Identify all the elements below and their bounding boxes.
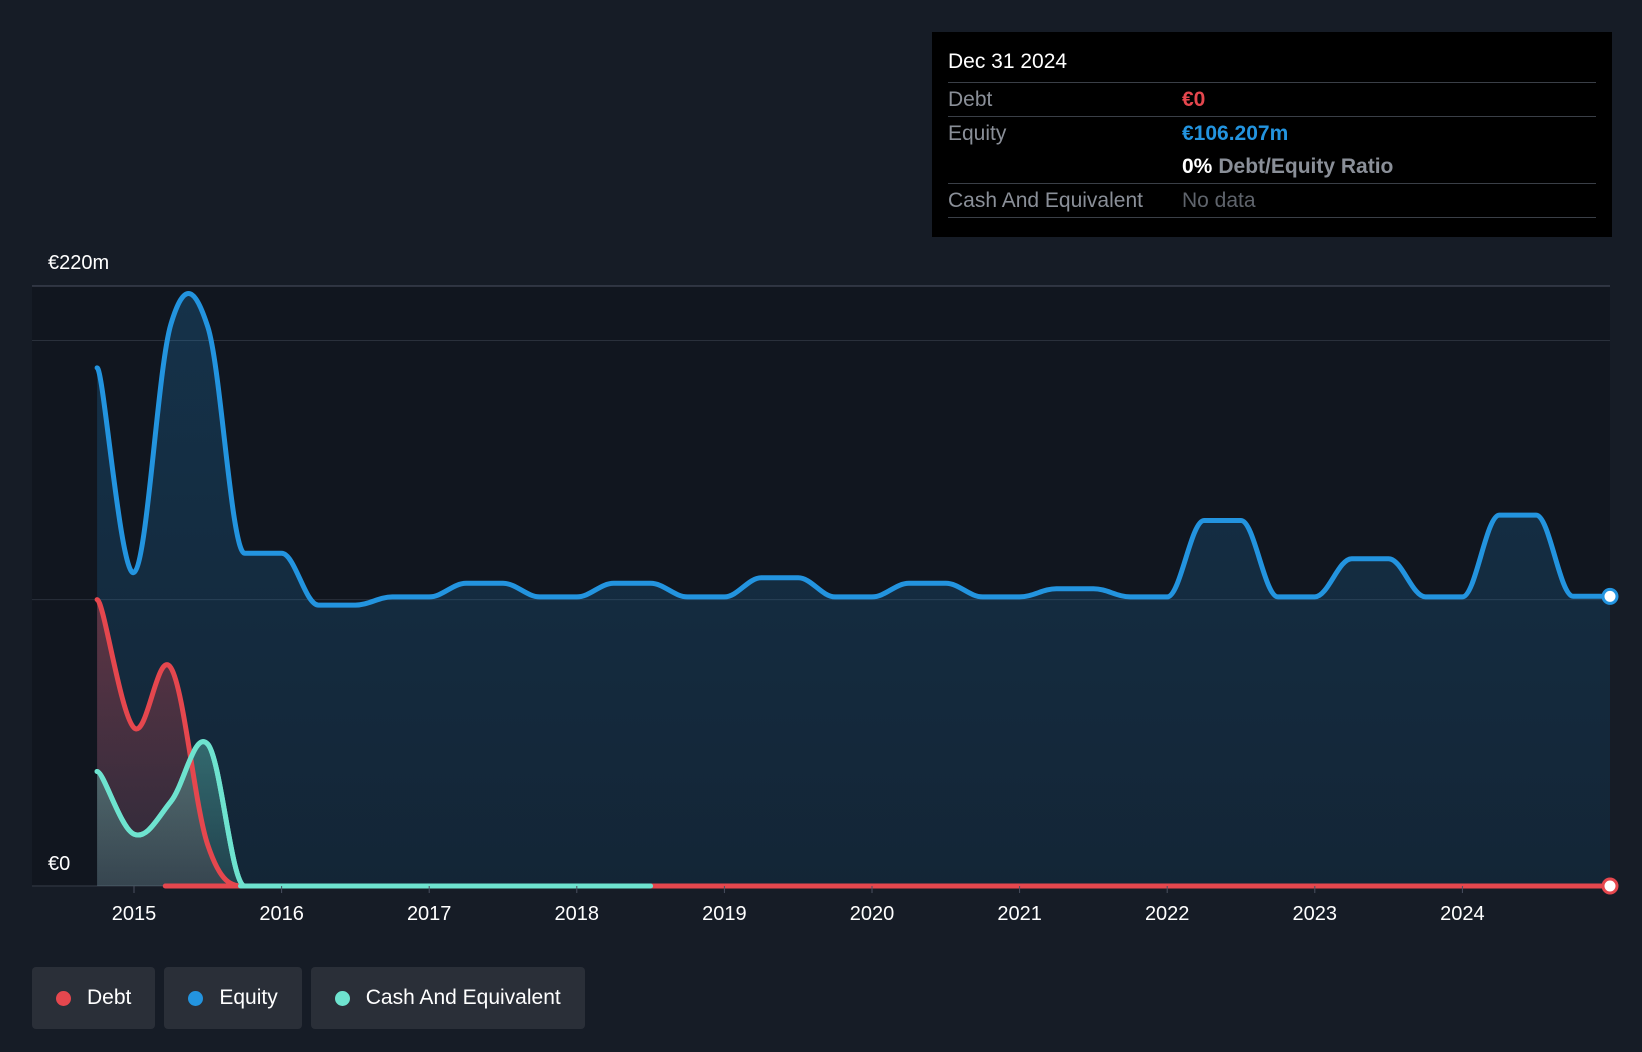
legend-debt-label: Debt (87, 986, 132, 1009)
x-tick-label: 2018 (555, 903, 600, 925)
x-tick-label: 2019 (702, 903, 747, 925)
equity-dot-icon (188, 990, 204, 1006)
equity-area (97, 293, 1611, 886)
tooltip-panel: Dec 31 2024 Debt €0 Equity €106.207m 0% D… (932, 32, 1612, 237)
equity-line (94, 291, 1613, 608)
legend-item-equity[interactable]: Equity (164, 967, 302, 1029)
series-lines (94, 291, 1613, 889)
tooltip-cash-row: Cash And Equivalent No data (948, 184, 1596, 218)
equity-end-point (1601, 587, 1619, 605)
tooltip-ratio-row: 0% Debt/Equity Ratio (948, 150, 1596, 184)
tooltip-equity-value: €106.207m (1182, 122, 1289, 145)
legend: Debt Equity Cash And Equivalent (32, 967, 585, 1029)
tooltip-debt-value: €0 (1182, 88, 1206, 111)
legend-equity-label: Equity (219, 986, 278, 1009)
x-tick-label: 2021 (997, 903, 1042, 925)
x-tick-label: 2022 (1145, 903, 1190, 925)
tooltip-ratio-spacer (948, 150, 1182, 183)
series-areas (97, 293, 1611, 886)
y-max-label: €220m (48, 252, 109, 274)
cash-area (97, 741, 651, 886)
legend-item-cash[interactable]: Cash And Equivalent (310, 967, 585, 1029)
debt-end-point (1601, 877, 1619, 895)
tooltip-ratio-label: Debt/Equity Ratio (1218, 155, 1394, 178)
cash-dot-icon (334, 990, 350, 1006)
tooltip-ratio: 0% Debt/Equity Ratio (1182, 150, 1393, 183)
tooltip-debt-label: Debt (948, 88, 993, 111)
tooltip-debt-row: Debt €0 (948, 83, 1596, 117)
x-tick-label: 2015 (112, 903, 157, 925)
legend-item-debt[interactable]: Debt (32, 967, 156, 1029)
x-axis-ticks: 2015 2016 2017 2018 2019 2020 2021 2022 2023 2024 (112, 886, 1485, 925)
tooltip-cash-value: No data (1182, 189, 1256, 212)
tooltip-cash-label: Cash And Equivalent (948, 189, 1143, 212)
x-tick-label: 2023 (1293, 903, 1338, 925)
debt-dot-icon (56, 990, 71, 1006)
x-tick-label: 2017 (407, 903, 452, 925)
tooltip-equity-row: Equity €106.207m (948, 117, 1596, 150)
tooltip-date: Dec 31 2024 (948, 46, 1596, 83)
cash-line-overlay (94, 739, 654, 889)
tooltip-ratio-value: 0% (1182, 155, 1213, 178)
end-markers (1601, 587, 1619, 895)
x-tick-label: 2020 (850, 903, 895, 925)
x-tick-label: 2016 (259, 903, 304, 925)
tooltip-equity-label: Equity (948, 122, 1007, 145)
x-tick-label: 2024 (1440, 903, 1485, 925)
y-min-label: €0 (48, 853, 70, 875)
legend-cash-label: Cash And Equivalent (365, 986, 561, 1009)
